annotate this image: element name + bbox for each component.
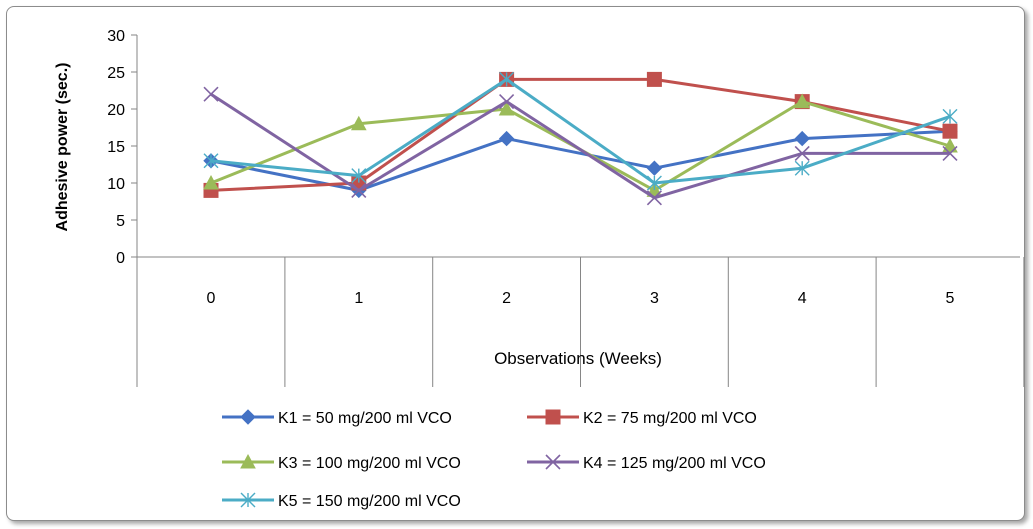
series-5 xyxy=(204,72,957,190)
x-tick-label: 1 xyxy=(354,290,363,307)
data-point xyxy=(647,72,661,86)
legend-label: K4 = 125 mg/200 ml VCO xyxy=(583,455,766,472)
series-line xyxy=(211,79,950,190)
series-2 xyxy=(204,72,957,197)
y-tick-label: 20 xyxy=(107,102,125,119)
legend-label: K5 = 150 mg/200 ml VCO xyxy=(278,493,461,510)
y-tick-label: 10 xyxy=(107,176,125,193)
y-axis-title: Adhesive power (sec.) xyxy=(54,63,71,232)
x-axis-title: Observations (Weeks) xyxy=(494,349,662,368)
y-tick-label: 30 xyxy=(107,28,125,45)
legend-item: K5 = 150 mg/200 ml VCO xyxy=(222,493,461,510)
x-tick-label: 0 xyxy=(207,290,216,307)
legend-label: K2 = 75 mg/200 ml VCO xyxy=(583,410,757,427)
data-point xyxy=(943,109,957,123)
x-tick-label: 3 xyxy=(650,290,659,307)
legend-marker xyxy=(546,410,560,424)
legend-item: K2 = 75 mg/200 ml VCO xyxy=(527,410,757,427)
data-point xyxy=(943,124,957,138)
legend-item: K1 = 50 mg/200 ml VCO xyxy=(222,410,452,427)
axes: 0 5 10 15 20 25 30 0 1 2 3 4 5 xyxy=(107,28,1024,387)
series-lines xyxy=(204,72,957,204)
data-point xyxy=(795,132,809,146)
data-point xyxy=(647,161,661,175)
data-point xyxy=(204,87,218,101)
x-tick-label: 4 xyxy=(798,290,807,307)
legend: K1 = 50 mg/200 ml VCO K2 = 75 mg/200 ml V… xyxy=(222,410,766,510)
y-tick-label: 15 xyxy=(107,139,125,156)
x-tick-label: 5 xyxy=(946,290,955,307)
legend-item: K4 = 125 mg/200 ml VCO xyxy=(527,455,766,472)
y-tick-label: 5 xyxy=(116,213,125,230)
legend-label: K3 = 100 mg/200 ml VCO xyxy=(278,455,461,472)
data-point xyxy=(500,132,514,146)
legend-item: K3 = 100 mg/200 ml VCO xyxy=(222,455,461,472)
y-tick-label: 25 xyxy=(107,65,125,82)
x-tick-label: 2 xyxy=(502,290,511,307)
legend-marker xyxy=(241,410,255,424)
legend-label: K1 = 50 mg/200 ml VCO xyxy=(278,410,452,427)
series-4 xyxy=(204,87,957,205)
series-line xyxy=(211,102,950,191)
y-tick-label: 0 xyxy=(116,250,125,267)
